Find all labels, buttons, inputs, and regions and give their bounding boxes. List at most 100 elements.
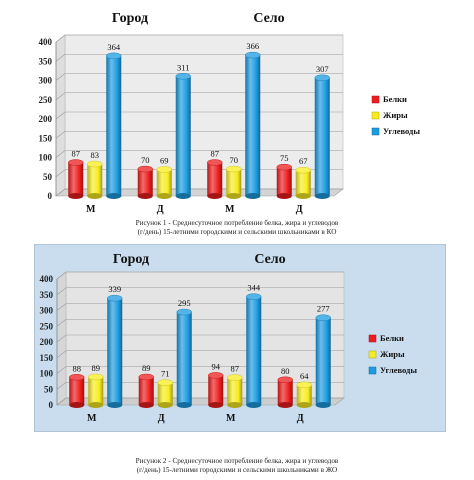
chart-2-xtick-label: Д bbox=[158, 413, 165, 424]
chart-2-bar-Белки-3 bbox=[208, 375, 224, 405]
chart-1-bar-Углеводы-4 bbox=[314, 77, 330, 196]
chart-2-bar-top bbox=[277, 376, 293, 384]
chart-2-bar-Углеводы-2 bbox=[176, 312, 192, 405]
chart-2-bar-top bbox=[138, 373, 154, 381]
chart-1-bar-base bbox=[276, 193, 292, 199]
chart-1-data-label: 307 bbox=[316, 64, 329, 74]
chart-1-ytick-label: 50 bbox=[43, 172, 53, 182]
chart-1-gridline bbox=[55, 34, 343, 43]
chart-1: 0 50 100 150 200 250 300 350 400 87 83 364 М 70 69 311 Д… bbox=[39, 11, 421, 215]
chart-1-bar-base bbox=[87, 193, 103, 199]
chart-2-data-label: 277 bbox=[317, 304, 330, 314]
chart-2-data-label: 87 bbox=[231, 364, 240, 374]
chart-1-legend-label: Углеводы bbox=[383, 126, 420, 136]
chart-1-data-label: 70 bbox=[230, 155, 239, 165]
chart-2-bar-base bbox=[138, 402, 154, 408]
chart-1-legend-swatch bbox=[371, 111, 380, 120]
chart-2-bar-top bbox=[107, 294, 123, 302]
chart-2-legend-label: Жиры bbox=[380, 349, 405, 359]
chart-1-bar-Жиры-1 bbox=[87, 164, 103, 196]
chart-2-bar-base bbox=[296, 402, 312, 408]
chart-2-data-label: 88 bbox=[73, 363, 82, 373]
chart-2-bar-Углеводы-3 bbox=[246, 296, 262, 405]
chart-1-bar-Жиры-4 bbox=[295, 170, 311, 196]
chart-2-bar-base bbox=[208, 402, 224, 408]
chart-1-bar-base bbox=[295, 193, 311, 199]
chart-2-data-label: 94 bbox=[212, 361, 221, 371]
chart-1-bar-top bbox=[87, 160, 103, 168]
chart-2-bar-Белки-1 bbox=[69, 377, 85, 405]
chart-2-bar-base bbox=[157, 402, 173, 408]
chart-1-bar-base bbox=[156, 193, 172, 199]
chart-1-bar-top bbox=[156, 166, 172, 173]
chart-1-bar-Углеводы-2 bbox=[175, 76, 191, 196]
chart-1-legend-swatch bbox=[371, 127, 380, 136]
chart-1-data-label: 70 bbox=[141, 155, 150, 165]
chart-1-data-label: 67 bbox=[299, 156, 308, 166]
chart-1-bar-top bbox=[106, 52, 122, 60]
chart-2-xtick-label: М bbox=[87, 413, 97, 424]
chart-1-data-label: 366 bbox=[246, 41, 259, 51]
chart-2-legend-label: Белки bbox=[380, 333, 404, 343]
chart-2-bar-base bbox=[88, 402, 104, 408]
chart-2-bar-Белки-4 bbox=[277, 379, 293, 405]
chart-1-bar-Жиры-2 bbox=[156, 169, 172, 196]
chart-2-ytick-label: 150 bbox=[40, 353, 54, 363]
chart-2-data-label: 339 bbox=[108, 284, 121, 294]
chart-2-legend-swatch bbox=[368, 366, 377, 375]
chart-1-ytick-label: 200 bbox=[39, 114, 53, 124]
chart-2-bar-top bbox=[157, 379, 173, 386]
chart-1-data-label: 87 bbox=[72, 149, 81, 159]
chart-1-bar-base bbox=[207, 193, 223, 199]
chart-2-ytick-label: 100 bbox=[40, 369, 54, 379]
chart-2-bar-top bbox=[315, 314, 331, 321]
chart-1-bar-top bbox=[68, 159, 84, 166]
chart-2-data-label: 71 bbox=[161, 369, 170, 379]
chart-2-group-title: Село bbox=[254, 252, 285, 267]
chart-2-data-label: 80 bbox=[281, 366, 290, 376]
chart-2-data-label: 89 bbox=[92, 363, 101, 373]
chart-1-caption: Рисунок 1 - Среднесуточное потребление б… bbox=[0, 219, 474, 237]
chart-2-data-label: 344 bbox=[247, 283, 261, 293]
chart-2-legend-label: Углеводы bbox=[380, 365, 417, 375]
chart-2-bar-base bbox=[315, 402, 331, 408]
chart-1-data-label: 87 bbox=[211, 149, 220, 159]
chart-1-bar-top bbox=[207, 159, 223, 166]
chart-2-data-label: 295 bbox=[178, 298, 191, 308]
chart-1-panel: 0 50 100 150 200 250 300 350 400 87 83 364 М 70 69 311 Д… bbox=[34, 4, 444, 215]
chart-1-ytick-label: 150 bbox=[39, 133, 53, 143]
chart-2-group-title: Город bbox=[113, 252, 149, 267]
chart-1-bar-Углеводы-1 bbox=[106, 55, 122, 196]
chart-1-bar-base bbox=[226, 193, 242, 199]
chart-1-bar-Белки-4 bbox=[276, 167, 292, 196]
chart-1-bar-top bbox=[276, 163, 292, 171]
chart-2-ytick-label: 300 bbox=[40, 306, 54, 316]
chart-1-caption-line-1: Рисунок 1 - Среднесуточное потребление б… bbox=[135, 219, 339, 227]
chart-2-panel: 0 50 100 150 200 250 300 350 400 88 89 339 М 89 71 295 Д… bbox=[34, 244, 446, 432]
chart-1-ytick-label: 350 bbox=[39, 56, 53, 66]
chart-2-ytick-label: 250 bbox=[40, 321, 54, 331]
chart-1-bar-base bbox=[314, 193, 330, 199]
chart-2-xtick-label: Д bbox=[297, 413, 304, 424]
chart-2-gridline bbox=[56, 287, 344, 295]
chart-2-bar-Белки-2 bbox=[138, 376, 154, 405]
chart-2-bar-Жиры-2 bbox=[157, 382, 173, 405]
chart-2-bar-top bbox=[296, 381, 312, 389]
chart-1-data-label: 69 bbox=[160, 155, 169, 165]
chart-1-legend-label: Белки bbox=[383, 94, 407, 104]
chart-2-bar-base bbox=[246, 402, 262, 408]
chart-1-ytick-label: 250 bbox=[39, 95, 53, 105]
chart-1-ytick-label: 300 bbox=[39, 76, 53, 86]
chart-1-bar-Углеводы-3 bbox=[245, 55, 261, 197]
chart-2-bar-base bbox=[69, 402, 85, 408]
chart-2-xtick-label: М bbox=[226, 413, 236, 424]
chart-1-ytick-label: 0 bbox=[48, 191, 53, 201]
chart-1-data-label: 75 bbox=[280, 153, 289, 163]
chart-1-bar-top bbox=[314, 74, 330, 82]
chart-2-data-label: 64 bbox=[300, 371, 309, 381]
chart-2-caption-line-2: (г/день) 15-летними городскими и сельски… bbox=[136, 466, 338, 474]
chart-1-bar-base bbox=[137, 193, 153, 199]
chart-1-bar-base bbox=[106, 193, 122, 199]
chart-1-data-label: 364 bbox=[107, 42, 121, 52]
chart-1-legend-swatch bbox=[371, 95, 380, 104]
